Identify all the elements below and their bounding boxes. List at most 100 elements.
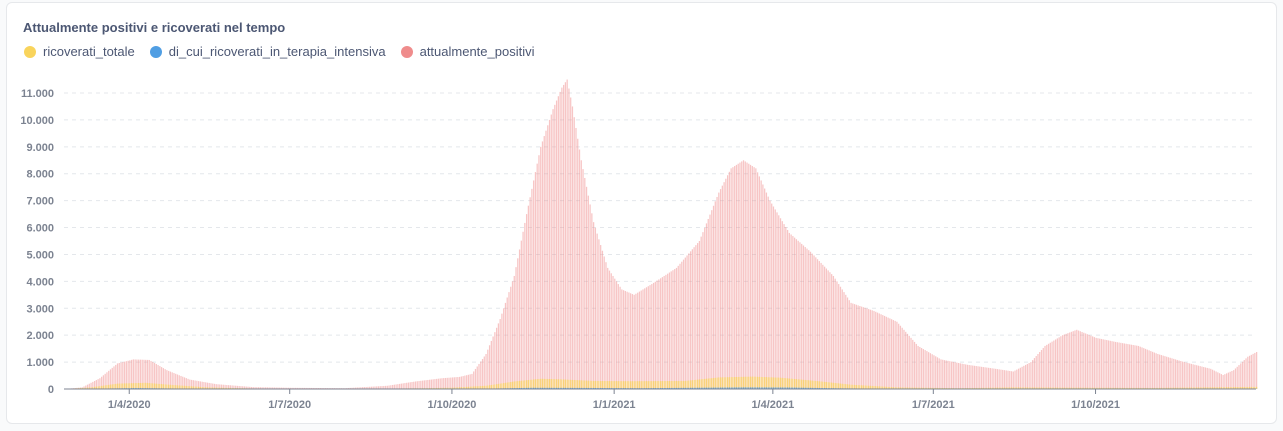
bar-attualmente_positivi[interactable] bbox=[739, 162, 741, 389]
bar-attualmente_positivi[interactable] bbox=[1058, 337, 1060, 389]
bar-di_cui_ricoverati_in_terapia_intensiva[interactable] bbox=[811, 387, 813, 389]
bar-attualmente_positivi[interactable] bbox=[409, 382, 411, 389]
bar-ricoverati_totale[interactable] bbox=[108, 384, 110, 389]
bar-di_cui_ricoverati_in_terapia_intensiva[interactable] bbox=[575, 387, 577, 389]
bar-ricoverati_totale[interactable] bbox=[719, 377, 722, 389]
bar-ricoverati_totale[interactable] bbox=[543, 378, 545, 389]
bar-di_cui_ricoverati_in_terapia_intensiva[interactable] bbox=[737, 387, 739, 389]
bar-di_cui_ricoverati_in_terapia_intensiva[interactable] bbox=[772, 387, 775, 389]
bar-attualmente_positivi[interactable] bbox=[785, 227, 787, 389]
bar-attualmente_positivi[interactable] bbox=[589, 204, 591, 389]
bar-di_cui_ricoverati_in_terapia_intensiva[interactable] bbox=[714, 387, 716, 389]
bar-ricoverati_totale[interactable] bbox=[171, 384, 173, 389]
bar-ricoverati_totale[interactable] bbox=[164, 384, 166, 389]
bar-attualmente_positivi[interactable] bbox=[372, 386, 374, 389]
bar-ricoverati_totale[interactable] bbox=[1046, 387, 1048, 389]
bar-attualmente_positivi[interactable] bbox=[815, 257, 817, 389]
bar-ricoverati_totale[interactable] bbox=[85, 387, 87, 389]
bar-attualmente_positivi[interactable] bbox=[309, 387, 311, 389]
bar-ricoverati_totale[interactable] bbox=[99, 386, 101, 389]
bar-ricoverati_totale[interactable] bbox=[227, 387, 230, 389]
bar-ricoverati_totale[interactable] bbox=[626, 381, 628, 389]
bar-di_cui_ricoverati_in_terapia_intensiva[interactable] bbox=[682, 387, 685, 389]
bar-ricoverati_totale[interactable] bbox=[765, 377, 768, 389]
bar-attualmente_positivi[interactable] bbox=[111, 367, 113, 389]
bar-attualmente_positivi[interactable] bbox=[1194, 364, 1196, 389]
bar-ricoverati_totale[interactable] bbox=[1247, 386, 1249, 389]
bar-attualmente_positivi[interactable] bbox=[499, 319, 501, 389]
bar-ricoverati_totale[interactable] bbox=[1084, 387, 1087, 389]
bar-attualmente_positivi[interactable] bbox=[640, 290, 642, 389]
bar-ricoverati_totale[interactable] bbox=[868, 385, 870, 389]
bar-ricoverati_totale[interactable] bbox=[887, 386, 889, 389]
bar-di_cui_ricoverati_in_terapia_intensiva[interactable] bbox=[774, 387, 776, 389]
bar-attualmente_positivi[interactable] bbox=[273, 387, 276, 390]
bar-ricoverati_totale[interactable] bbox=[1211, 387, 1214, 389]
bar-attualmente_positivi[interactable] bbox=[362, 387, 364, 389]
bar-attualmente_positivi[interactable] bbox=[688, 253, 690, 389]
bar-attualmente_positivi[interactable] bbox=[386, 385, 388, 389]
bar-attualmente_positivi[interactable] bbox=[224, 384, 226, 389]
bar-attualmente_positivi[interactable] bbox=[213, 383, 216, 389]
bar-ricoverati_totale[interactable] bbox=[1218, 387, 1221, 389]
bar-ricoverati_totale[interactable] bbox=[633, 381, 635, 389]
bar-ricoverati_totale[interactable] bbox=[1035, 387, 1037, 390]
bar-attualmente_positivi[interactable] bbox=[377, 386, 380, 389]
bar-attualmente_positivi[interactable] bbox=[779, 218, 782, 389]
bar-attualmente_positivi[interactable] bbox=[624, 290, 626, 389]
bar-di_cui_ricoverati_in_terapia_intensiva[interactable] bbox=[741, 387, 743, 389]
bar-di_cui_ricoverati_in_terapia_intensiva[interactable] bbox=[815, 387, 817, 389]
bar-attualmente_positivi[interactable] bbox=[765, 192, 768, 389]
bar-ricoverati_totale[interactable] bbox=[1130, 387, 1133, 389]
bar-ricoverati_totale[interactable] bbox=[1185, 387, 1187, 389]
bar-attualmente_positivi[interactable] bbox=[540, 146, 542, 389]
bar-di_cui_ricoverati_in_terapia_intensiva[interactable] bbox=[725, 387, 727, 389]
bar-ricoverati_totale[interactable] bbox=[617, 381, 619, 389]
bar-attualmente_positivi[interactable] bbox=[638, 291, 641, 389]
bar-attualmente_positivi[interactable] bbox=[725, 178, 727, 389]
bar-ricoverati_totale[interactable] bbox=[487, 385, 489, 390]
bar-ricoverati_totale[interactable] bbox=[231, 387, 233, 389]
bar-ricoverati_totale[interactable] bbox=[557, 379, 559, 389]
bar-attualmente_positivi[interactable] bbox=[838, 284, 840, 389]
bar-ricoverati_totale[interactable] bbox=[1229, 387, 1231, 389]
bar-ricoverati_totale[interactable] bbox=[573, 379, 575, 389]
bar-attualmente_positivi[interactable] bbox=[263, 387, 265, 389]
bar-attualmente_positivi[interactable] bbox=[1180, 361, 1182, 389]
bar-attualmente_positivi[interactable] bbox=[1192, 364, 1194, 389]
bar-attualmente_positivi[interactable] bbox=[1109, 340, 1111, 389]
bar-attualmente_positivi[interactable] bbox=[1201, 366, 1203, 389]
bar-ricoverati_totale[interactable] bbox=[794, 378, 796, 389]
bar-attualmente_positivi[interactable] bbox=[1083, 332, 1085, 389]
bar-attualmente_positivi[interactable] bbox=[469, 374, 471, 389]
bar-ricoverati_totale[interactable] bbox=[980, 387, 983, 389]
bar-ricoverati_totale[interactable] bbox=[212, 387, 214, 389]
bar-attualmente_positivi[interactable] bbox=[162, 368, 164, 389]
bar-attualmente_positivi[interactable] bbox=[146, 359, 149, 389]
bar-di_cui_ricoverati_in_terapia_intensiva[interactable] bbox=[686, 387, 688, 389]
bar-di_cui_ricoverati_in_terapia_intensiva[interactable] bbox=[585, 387, 588, 389]
bar-ricoverati_totale[interactable] bbox=[635, 381, 637, 389]
bar-di_cui_ricoverati_in_terapia_intensiva[interactable] bbox=[765, 387, 768, 389]
bar-di_cui_ricoverati_in_terapia_intensiva[interactable] bbox=[816, 387, 819, 389]
bar-ricoverati_totale[interactable] bbox=[899, 387, 902, 389]
bar-attualmente_positivi[interactable] bbox=[302, 387, 304, 389]
bar-ricoverati_totale[interactable] bbox=[808, 380, 810, 389]
bar-attualmente_positivi[interactable] bbox=[928, 352, 930, 389]
bar-attualmente_positivi[interactable] bbox=[171, 372, 173, 389]
bar-ricoverati_totale[interactable] bbox=[672, 380, 674, 389]
bar-ricoverati_totale[interactable] bbox=[804, 379, 806, 389]
bar-attualmente_positivi[interactable] bbox=[1114, 341, 1117, 389]
bar-attualmente_positivi[interactable] bbox=[1060, 336, 1062, 389]
bar-ricoverati_totale[interactable] bbox=[1037, 387, 1039, 389]
bar-attualmente_positivi[interactable] bbox=[1074, 330, 1076, 389]
bar-ricoverati_totale[interactable] bbox=[799, 379, 801, 389]
bar-attualmente_positivi[interactable] bbox=[711, 210, 713, 389]
bar-attualmente_positivi[interactable] bbox=[922, 349, 924, 389]
bar-ricoverati_totale[interactable] bbox=[1210, 387, 1212, 389]
bar-di_cui_ricoverati_in_terapia_intensiva[interactable] bbox=[681, 387, 683, 389]
bar-attualmente_positivi[interactable] bbox=[728, 171, 731, 389]
bar-attualmente_positivi[interactable] bbox=[1093, 337, 1096, 389]
bar-ricoverati_totale[interactable] bbox=[890, 387, 893, 389]
bar-ricoverati_totale[interactable] bbox=[561, 379, 563, 389]
